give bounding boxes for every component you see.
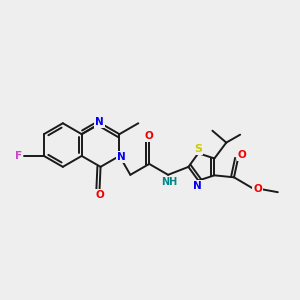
Text: NH: NH bbox=[161, 177, 177, 187]
Text: O: O bbox=[238, 150, 246, 160]
Text: F: F bbox=[15, 151, 22, 161]
Text: N: N bbox=[117, 152, 126, 162]
Text: O: O bbox=[253, 184, 262, 194]
Text: S: S bbox=[194, 144, 202, 154]
Text: O: O bbox=[145, 131, 154, 141]
Text: N: N bbox=[95, 117, 104, 127]
Text: N: N bbox=[193, 181, 202, 190]
Text: O: O bbox=[95, 190, 104, 200]
